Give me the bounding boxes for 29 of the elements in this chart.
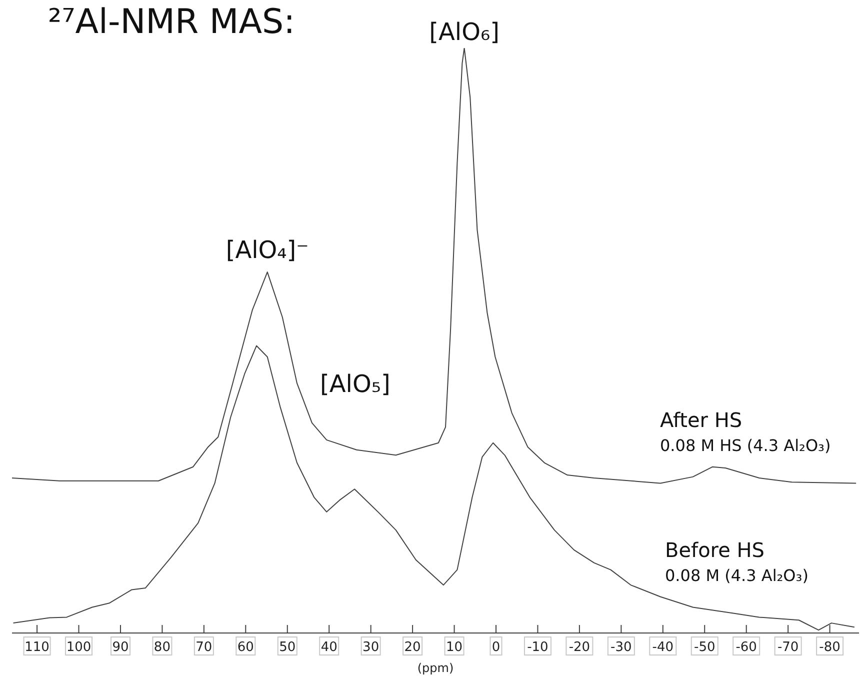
x-tick-label: -60 [736,640,757,655]
x-tick-label: 110 [24,640,50,655]
series-label: Before HS [665,538,766,562]
annotation: 0.08 M HS (4.3 Al₂O₃) [660,436,831,455]
x-tick-label: -70 [777,640,799,655]
x-tick-label: 100 [66,640,92,655]
series-label: After HS [660,408,744,432]
x-tick-label: -30 [610,640,632,655]
x-axis-title: (ppm) [417,661,454,675]
x-tick-label: 10 [446,640,463,655]
x-tick-label: 60 [237,640,254,655]
x-tick-label: 20 [404,640,421,655]
x-tick-label: -10 [527,640,548,655]
x-tick-label: 70 [196,640,212,655]
x-tick-label: -40 [652,640,674,655]
x-tick-label: -80 [819,640,840,655]
x-tick-label: 40 [320,640,338,655]
x-tick-label: 50 [279,640,296,655]
x-tick-label: 80 [154,640,170,655]
x-tick-label: 0 [492,640,500,655]
annotation: [AlO₆] [429,18,500,46]
annotation: [AlO₅] [320,370,390,398]
x-tick-label: 30 [362,640,380,655]
annotation: [AlO₄]⁻ [226,236,309,264]
x-tick-label: -50 [694,640,716,655]
x-tick-label: 90 [112,640,129,655]
chart-title: ²⁷Al-NMR MAS: [48,2,296,42]
annotation: 0.08 M (4.3 Al₂O₃) [665,566,808,585]
x-tick-label: -20 [568,640,590,655]
